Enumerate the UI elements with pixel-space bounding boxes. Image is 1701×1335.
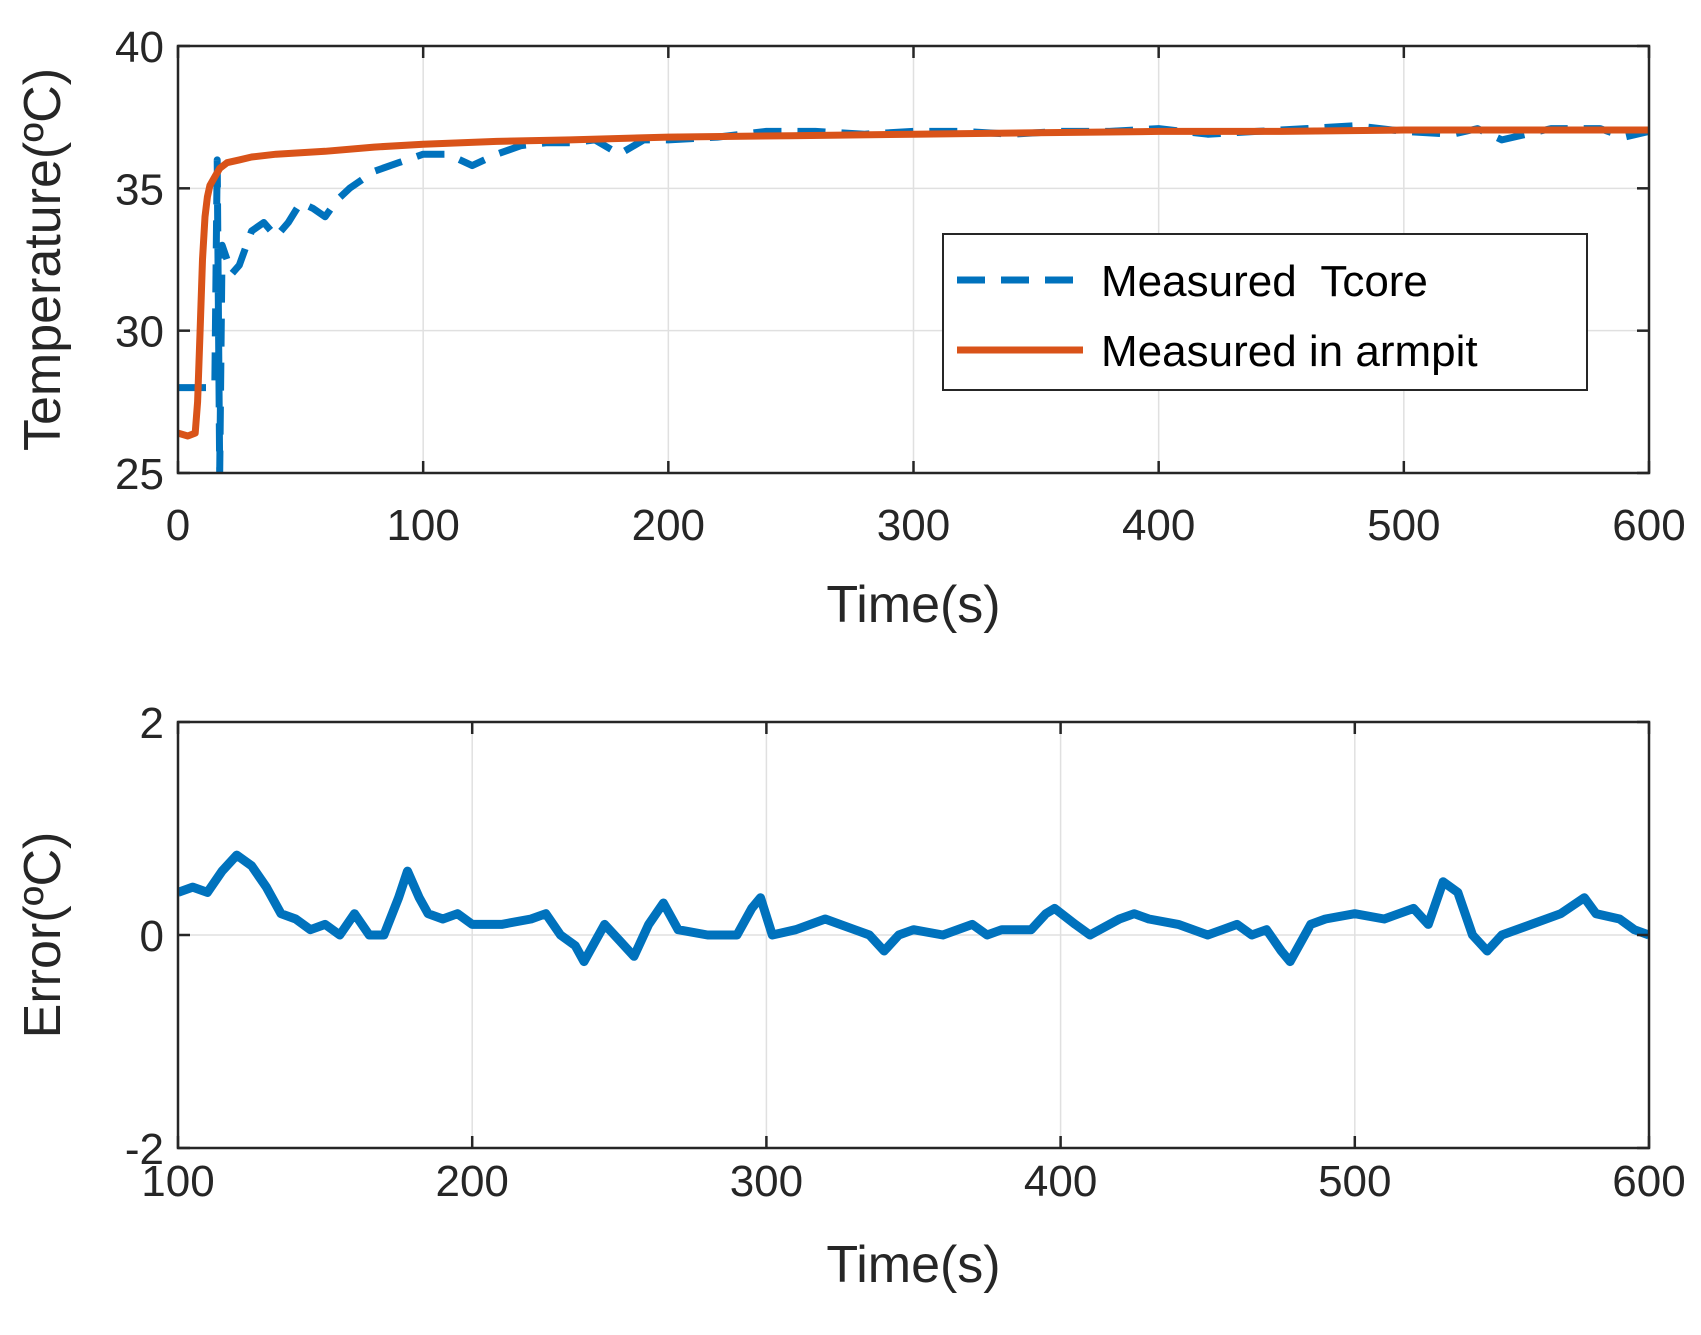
x-tick-label: 500 — [1318, 1157, 1391, 1206]
y-axis-label: Temperature(ºC) — [14, 68, 72, 451]
x-tick-label: 400 — [1122, 501, 1195, 550]
y-tick-label: 40 — [115, 23, 164, 72]
y-tick-label: -2 — [125, 1125, 164, 1174]
x-tick-label: 200 — [435, 1157, 508, 1206]
y-tick-label: 2 — [140, 699, 164, 748]
x-tick-label: 300 — [730, 1157, 803, 1206]
y-tick-label: 30 — [115, 308, 164, 357]
legend-label: Measured Tcore — [1101, 257, 1428, 306]
x-axis-label: Time(s) — [826, 1236, 1000, 1294]
series-group — [178, 850, 1649, 967]
x-tick-label: 300 — [877, 501, 950, 550]
x-axis-label: Time(s) — [826, 576, 1000, 634]
y-tick-label: 0 — [140, 912, 164, 961]
x-tick-label: 100 — [386, 501, 459, 550]
error-line — [178, 850, 1649, 967]
axes: 100 200 300 400 500 600 -2 0 2 — [125, 699, 1686, 1206]
series-group — [178, 122, 1649, 473]
error-chart: 100 200 300 400 500 600 -2 0 2 Time(s) Error(ºC) — [14, 699, 1686, 1294]
x-tick-label: 600 — [1612, 501, 1685, 550]
axes: 0 100 200 300 400 500 600 25 30 35 40 — [115, 23, 1686, 550]
y-tick-label: 25 — [115, 450, 164, 499]
y-tick-label: 35 — [115, 165, 164, 214]
legend-box — [942, 233, 1588, 391]
x-tick-label: 100 — [141, 1157, 214, 1206]
x-tick-label: 0 — [166, 501, 190, 550]
x-tick-label: 400 — [1024, 1157, 1097, 1206]
x-tick-label: 200 — [632, 501, 705, 550]
y-axis-label: Error(ºC) — [14, 832, 72, 1039]
x-tick-label: 600 — [1612, 1157, 1685, 1206]
measured-in-armpit-line — [178, 126, 1649, 440]
x-tick-label: 500 — [1367, 501, 1440, 550]
legend-label: Measured in armpit — [1101, 327, 1478, 376]
temperature-chart: 0 100 200 300 400 500 600 25 30 35 40 Time(s) Temper… — [14, 23, 1686, 634]
legend: Measured Tcore Measured in armpit — [942, 233, 1588, 391]
